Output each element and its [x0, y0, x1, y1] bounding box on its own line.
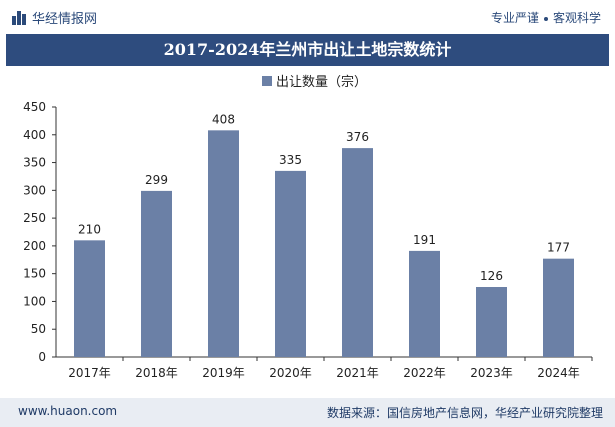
- footer-source: 数据来源：国信房地产信息网，华经产业研究院整理: [326, 406, 603, 420]
- y-tick-label: 400: [23, 128, 46, 142]
- bar: [141, 190, 172, 357]
- y-tick-label: 300: [23, 183, 46, 197]
- y-tick-label: 150: [23, 267, 46, 281]
- x-tick-label: 2024年: [537, 366, 580, 380]
- data-label: 376: [346, 130, 369, 144]
- data-label: 408: [212, 112, 235, 126]
- top-bar: 华经情报网 专业严谨 客观科学: [0, 0, 615, 34]
- x-tick-label: 2023年: [470, 366, 513, 380]
- chart-title: 2017-2024年兰州市出让土地宗数统计: [6, 34, 609, 66]
- y-tick-label: 350: [23, 156, 46, 170]
- y-tick-label: 0: [38, 350, 46, 364]
- brand: 华经情报网: [12, 8, 97, 27]
- bar: [74, 240, 105, 357]
- data-label: 299: [145, 173, 168, 187]
- x-tick-label: 2021年: [336, 366, 379, 380]
- bar-chart: 出让数量（宗） 0 50 100 150 200 250 300 350 400 450 210 201…: [23, 74, 593, 380]
- x-tick-label: 2022年: [403, 366, 446, 380]
- brand-logo-icon: [12, 10, 26, 25]
- footer-website[interactable]: www.huaon.com: [18, 404, 118, 418]
- bar: [543, 258, 574, 357]
- bar: [208, 130, 239, 357]
- data-label: 177: [547, 241, 570, 255]
- legend-swatch: [262, 76, 272, 86]
- bullet-dot-icon: [543, 16, 548, 21]
- y-tick-label: 450: [23, 100, 46, 114]
- data-label: 126: [480, 269, 503, 283]
- y-tick-label: 100: [23, 294, 46, 308]
- data-label: 210: [78, 222, 101, 236]
- bar: [342, 148, 373, 357]
- brand-name: 华经情报网: [32, 12, 98, 27]
- tagline-right: 客观科学: [552, 11, 601, 25]
- tagline-left: 专业严谨: [490, 11, 539, 25]
- data-label: 191: [413, 233, 436, 247]
- x-tick-label: 2017年: [68, 366, 111, 380]
- x-tick-label: 2020年: [269, 366, 312, 380]
- y-tick-label: 250: [23, 211, 46, 225]
- bar: [275, 170, 306, 357]
- y-tick-label: 200: [23, 239, 46, 253]
- x-tick-label: 2018年: [135, 366, 178, 380]
- y-tick-label: 50: [31, 322, 46, 336]
- bar: [476, 287, 507, 357]
- legend-label: 出让数量（宗）: [276, 74, 367, 90]
- x-tick-label: 2019年: [202, 366, 245, 380]
- data-label: 335: [279, 153, 302, 167]
- tagline: 专业严谨 客观科学: [491, 9, 601, 26]
- footer: www.huaon.com 数据来源：国信房地产信息网，华经产业研究院整理: [0, 398, 615, 427]
- bar: [409, 250, 440, 357]
